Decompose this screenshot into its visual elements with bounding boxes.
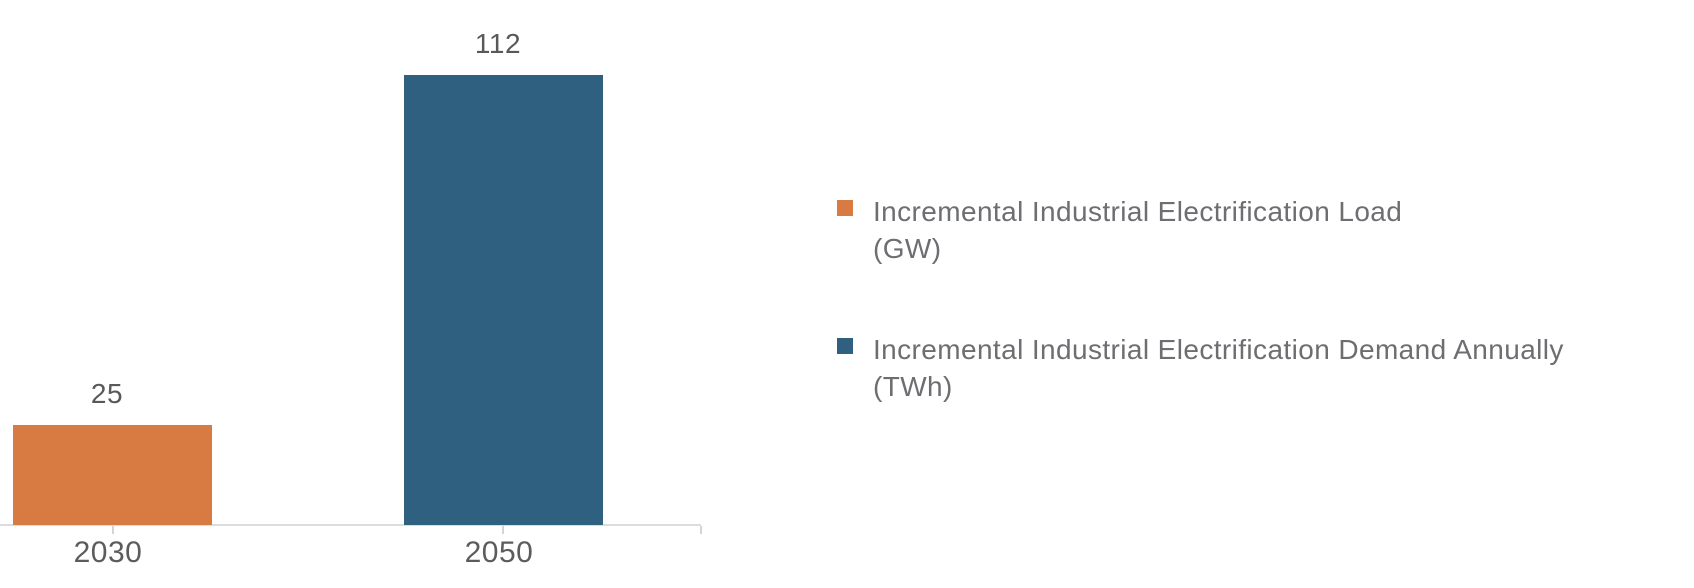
x-tick-label-2050: 2050 — [464, 536, 534, 569]
legend-swatch-blue-icon — [837, 338, 853, 354]
bar-value-label-2050: 112 — [474, 28, 522, 59]
legend-label: Incremental Industrial Electrification D… — [873, 331, 1564, 405]
x-axis-tick — [112, 526, 114, 534]
x-axis-line — [0, 524, 701, 526]
x-tick-label-2030: 2030 — [73, 536, 143, 569]
legend-swatch-orange-icon — [837, 200, 853, 216]
legend-label-line2: (GW) — [873, 233, 942, 264]
legend-label-line1: Incremental Industrial Electrification L… — [873, 196, 1403, 227]
legend-item-load-gw: Incremental Industrial Electrification L… — [837, 193, 1402, 267]
legend-label-line2: (TWh) — [873, 371, 953, 402]
bar-2030 — [12, 425, 212, 525]
legend-item-demand-twh: Incremental Industrial Electrification D… — [837, 331, 1564, 405]
x-axis-tick — [502, 526, 504, 534]
bar-2050 — [403, 75, 603, 525]
x-axis-tick — [700, 526, 702, 534]
bar-value-label-2030: 25 — [90, 378, 124, 409]
chart-legend: Incremental Industrial Electrification L… — [837, 0, 1694, 588]
legend-label-line1: Incremental Industrial Electrification D… — [873, 334, 1564, 365]
legend-label: Incremental Industrial Electrification L… — [873, 193, 1402, 267]
plot-area: 2030 2050 25 112 — [0, 0, 710, 588]
